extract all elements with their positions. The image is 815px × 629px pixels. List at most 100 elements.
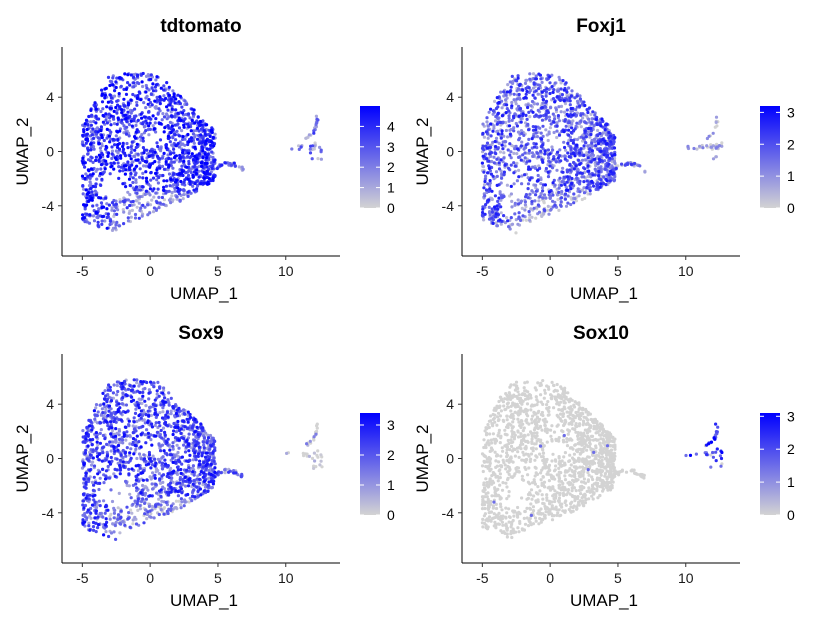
cell-point	[124, 393, 128, 397]
cell-point	[85, 212, 89, 216]
cell-point	[142, 151, 146, 155]
cell-point	[141, 171, 145, 175]
cell-point	[91, 127, 95, 131]
cell-point	[137, 440, 141, 444]
cell-point	[552, 130, 556, 135]
cell-point	[482, 218, 486, 222]
cell-point	[115, 380, 119, 384]
cell-point	[92, 464, 97, 468]
cell-point	[116, 130, 120, 134]
cell-point	[126, 219, 130, 223]
cell-point	[567, 128, 571, 132]
cell-point	[91, 520, 96, 525]
cell-point	[165, 509, 169, 513]
cell-point	[98, 441, 102, 445]
cell-point	[484, 188, 489, 192]
cell-point	[512, 171, 516, 175]
cell-point	[130, 124, 134, 128]
cell-point	[540, 80, 544, 84]
cell-point	[126, 190, 130, 194]
cell-point	[202, 436, 206, 440]
cell-point	[582, 153, 586, 158]
cell-point	[109, 165, 113, 169]
cell-point	[195, 126, 199, 130]
cell-point	[89, 159, 93, 163]
cell-point	[98, 431, 102, 435]
cell-point	[111, 137, 115, 141]
cell-point	[513, 147, 517, 151]
cell-point	[134, 199, 138, 203]
cell-point	[709, 145, 713, 149]
cell-point	[138, 161, 142, 165]
cell-point	[182, 437, 186, 441]
cell-point	[576, 101, 580, 105]
cell-point	[189, 139, 193, 143]
cell-point	[123, 72, 127, 76]
cell-point	[316, 118, 320, 122]
cell-point	[148, 211, 152, 215]
cell-point	[577, 194, 581, 198]
cell-point	[170, 194, 174, 198]
cell-point	[519, 129, 524, 133]
cell-point	[169, 485, 173, 489]
cell-point	[711, 131, 715, 135]
cell-point	[172, 160, 176, 164]
cell-point	[109, 114, 113, 118]
cell-point	[121, 519, 125, 524]
cell-point	[157, 206, 161, 210]
cell-point	[135, 205, 139, 209]
cell-point	[145, 428, 149, 432]
cell-point	[144, 83, 148, 88]
cell-point	[104, 112, 108, 116]
cell-point	[88, 468, 92, 472]
cell-point	[318, 463, 322, 467]
cell-point	[182, 159, 186, 163]
cell-point	[152, 206, 156, 210]
cell-point	[536, 179, 540, 183]
cell-point	[534, 113, 538, 117]
cell-point	[142, 164, 146, 168]
cell-point	[570, 176, 574, 181]
cell-point	[612, 178, 617, 182]
cell-point	[198, 477, 202, 481]
cell-point	[109, 449, 113, 453]
cell-point	[137, 90, 141, 94]
cell-point	[534, 183, 538, 187]
cell-point	[85, 516, 89, 520]
cell-point	[197, 463, 201, 467]
cell-point	[701, 146, 705, 150]
cell-point	[107, 151, 111, 155]
cell-point	[114, 105, 118, 110]
cell-point	[496, 132, 500, 136]
cell-point	[183, 450, 188, 454]
cell-point	[513, 212, 517, 216]
cell-point	[554, 107, 559, 112]
cell-point	[162, 151, 166, 155]
cell-point	[556, 89, 561, 93]
cell-point	[162, 198, 166, 202]
cell-point	[183, 137, 187, 141]
cell-point	[149, 477, 153, 481]
cell-point	[89, 123, 93, 127]
cell-point	[202, 170, 206, 175]
cell-point	[102, 481, 106, 485]
cell-point	[94, 158, 98, 162]
cell-point	[553, 100, 557, 104]
cell-point	[93, 500, 97, 504]
cell-point	[173, 123, 177, 127]
cell-point	[187, 125, 191, 129]
y-tick-label: 0	[46, 144, 54, 160]
cell-point	[613, 152, 617, 156]
cell-point	[308, 439, 312, 443]
cell-point	[539, 131, 543, 135]
cell-point	[198, 487, 202, 491]
cell-point	[504, 93, 508, 97]
cell-point	[134, 407, 138, 411]
cell-point	[134, 178, 138, 182]
cell-point	[574, 164, 578, 168]
cell-point	[134, 482, 138, 486]
cell-point	[481, 154, 485, 158]
cell-point	[176, 111, 180, 115]
cell-point	[486, 182, 490, 186]
cell-point	[209, 140, 214, 144]
